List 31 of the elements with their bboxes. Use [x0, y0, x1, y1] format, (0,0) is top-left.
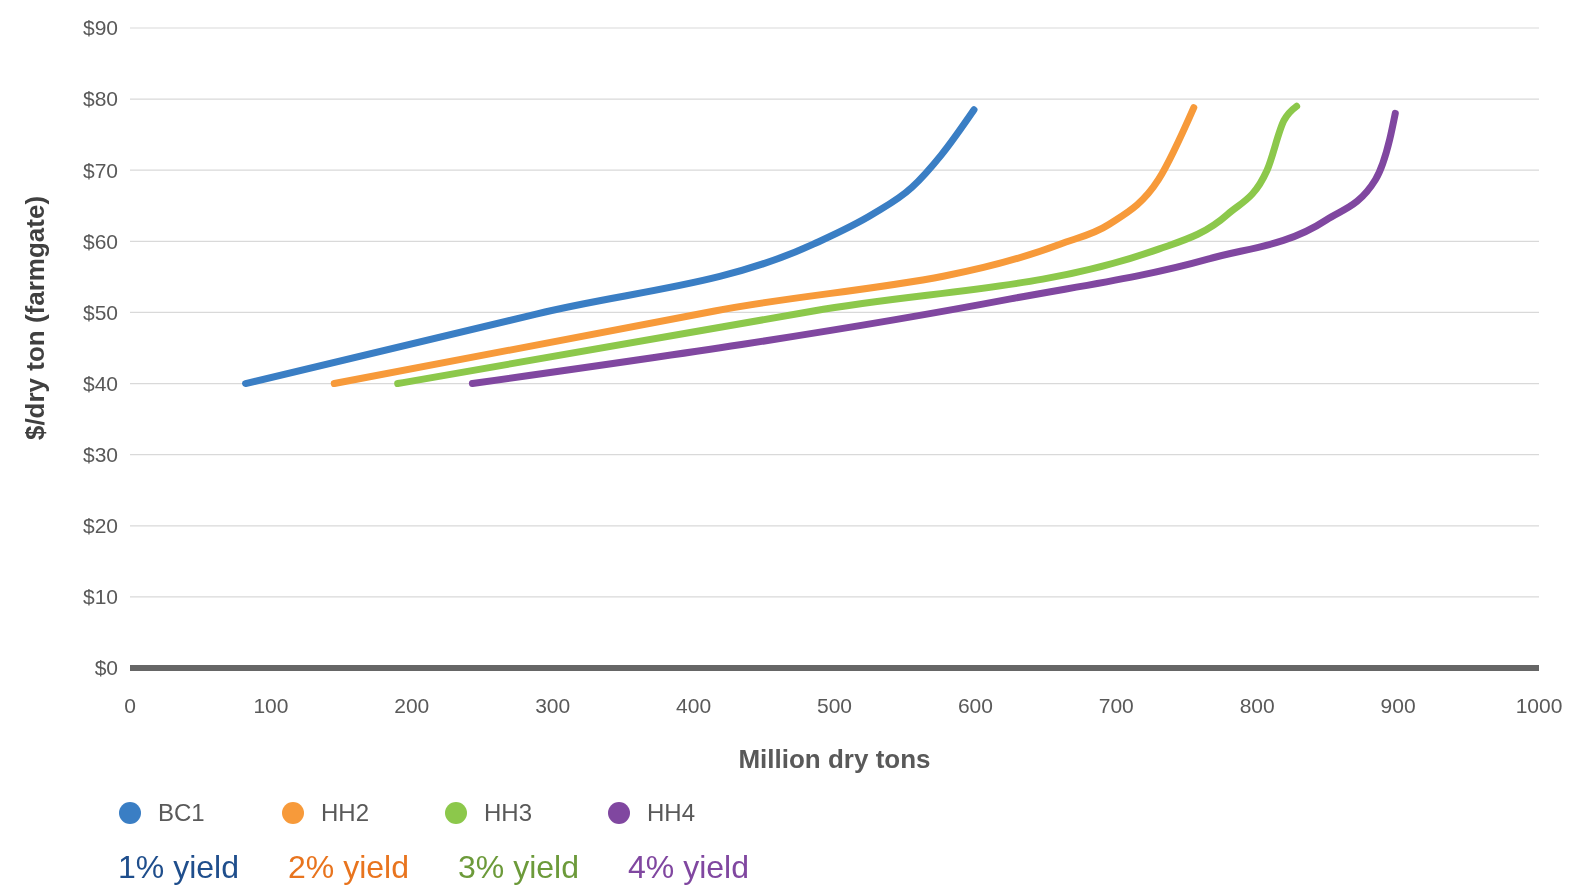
- x-tick-label: 800: [1239, 694, 1275, 717]
- legend-label: BC1: [158, 799, 205, 827]
- text: 3% yield: [458, 849, 579, 885]
- x-tick-label: 500: [816, 694, 853, 717]
- x-tick-label: 0: [124, 694, 136, 717]
- x-tick-label: 1000: [1515, 694, 1563, 717]
- y-tick-label: $10: [82, 585, 118, 609]
- y-tick-label: $80: [82, 87, 118, 111]
- legend-label: HH3: [484, 799, 533, 827]
- x-tick-label: 700: [1098, 694, 1134, 717]
- legend-label: HH2: [321, 799, 370, 827]
- y-tick-label: $40: [82, 371, 118, 395]
- x-tick-label: 100: [253, 694, 289, 717]
- x-tick-label: 600: [957, 694, 993, 717]
- y-tick-label: $0: [94, 656, 118, 680]
- y-axis-title: $/dry ton (farmgate): [20, 195, 50, 441]
- y-tick-label: $50: [82, 300, 118, 324]
- y-tick-label: $20: [82, 514, 118, 538]
- y-tick-label: $90: [82, 16, 118, 40]
- text: 4% yield: [628, 849, 749, 885]
- y-tick-label: $30: [82, 443, 118, 467]
- text: 1% yield: [118, 849, 239, 885]
- x-tick-label: 400: [676, 694, 712, 717]
- text: 2% yield: [288, 849, 409, 885]
- x-tick-label: 200: [394, 694, 430, 717]
- y-tick-label: $60: [82, 229, 118, 253]
- x-tick-label: 300: [535, 694, 571, 717]
- x-axis-title: Million dry tons: [738, 744, 931, 774]
- y-tick-label: $70: [82, 158, 118, 182]
- x-tick-label: 900: [1380, 694, 1416, 717]
- legend-label: HH4: [647, 799, 696, 827]
